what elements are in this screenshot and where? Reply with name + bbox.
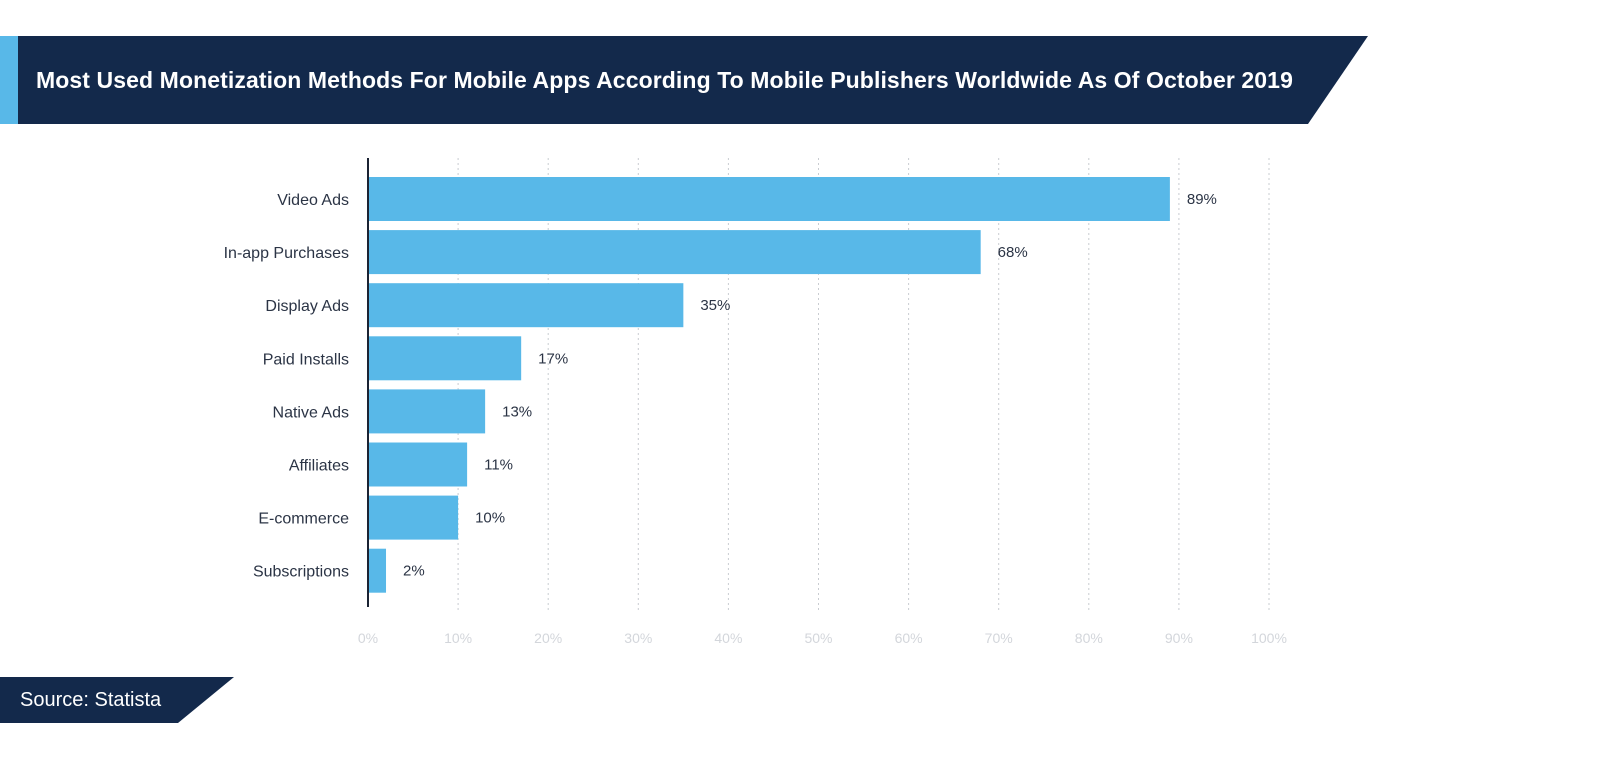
value-label: 17% [538, 350, 568, 367]
bar-display-ads [368, 283, 684, 328]
x-tick-label: 90% [1165, 630, 1193, 646]
x-tick-label: 10% [444, 630, 472, 646]
bar-affiliates [368, 442, 468, 487]
category-label: Video Ads [277, 192, 349, 209]
category-label: Native Ads [273, 404, 349, 421]
x-tick-label: 30% [624, 630, 652, 646]
chart-title: Most Used Monetization Methods For Mobil… [36, 67, 1293, 93]
bar-in-app-purchases [368, 230, 981, 275]
source-background [0, 677, 234, 723]
x-tick-label: 50% [804, 630, 832, 646]
bar-e-commerce [368, 495, 459, 540]
category-label: Subscriptions [253, 564, 349, 581]
x-tick-label: 80% [1075, 630, 1103, 646]
category-label: E-commerce [258, 511, 349, 528]
value-label: 89% [1187, 191, 1217, 208]
bar-native-ads [368, 389, 486, 434]
bar-paid-installs [368, 336, 522, 381]
value-label: 13% [502, 403, 532, 420]
category-label: Affiliates [289, 458, 349, 475]
x-tick-label: 20% [534, 630, 562, 646]
title-banner: Most Used Monetization Methods For Mobil… [0, 36, 1372, 124]
source-label: Source: Statista [20, 689, 162, 711]
value-label: 35% [700, 297, 730, 314]
x-tick-label: 40% [714, 630, 742, 646]
title-background [18, 36, 1368, 124]
value-label: 10% [475, 510, 505, 527]
category-label: In-app Purchases [224, 245, 349, 262]
x-tick-label: 0% [358, 630, 378, 646]
x-tick-label: 70% [985, 630, 1013, 646]
bar-video-ads [368, 177, 1170, 221]
x-tick-label: 60% [895, 630, 923, 646]
title-banner-shape [0, 36, 1368, 124]
source-banner-shape [0, 677, 234, 723]
value-label: 2% [403, 563, 425, 580]
value-label: 11% [484, 457, 513, 474]
category-label: Paid Installs [263, 351, 349, 368]
bar-subscriptions [368, 548, 387, 593]
source-banner: Source: Statista [0, 677, 240, 723]
x-tick-label: 100% [1251, 630, 1287, 646]
category-label: Display Ads [265, 298, 349, 315]
title-accent-strip [0, 36, 18, 124]
value-label: 68% [998, 244, 1028, 261]
